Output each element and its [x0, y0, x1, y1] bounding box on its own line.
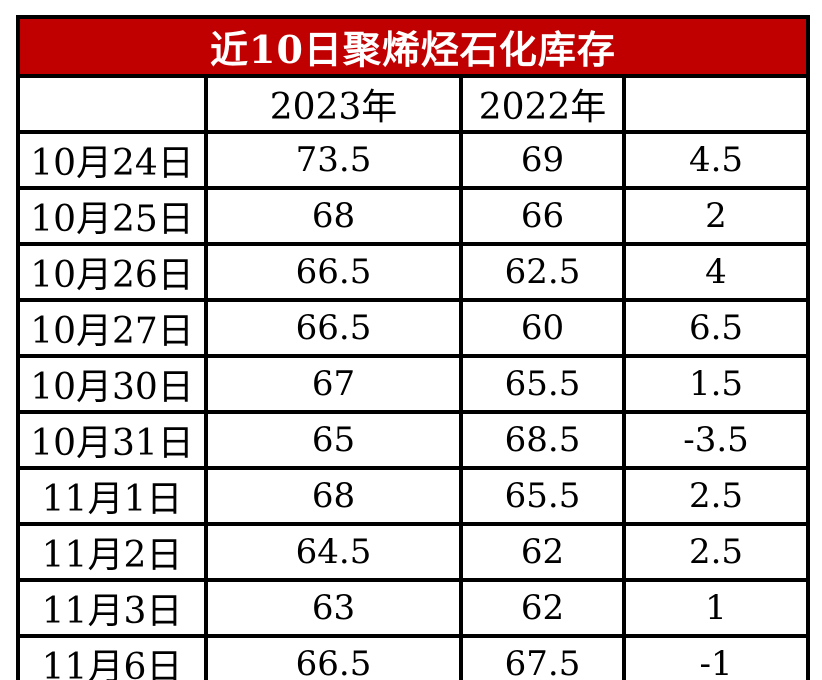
value-2023-cell: 66.5 [204, 298, 463, 358]
diff-cell: 2.5 [622, 522, 810, 582]
table-row: 10月24日 73.5 69 4.5 [16, 130, 810, 190]
date-cell: 10月26日 [16, 242, 208, 302]
table-row: 10月26日 66.5 62.5 4 [16, 242, 810, 302]
value-2023-cell: 66.5 [204, 634, 463, 680]
table-row: 11月2日 64.5 62 2.5 [16, 522, 810, 582]
header-row: 2023年 2022年 [16, 74, 810, 134]
header-diff-cell [622, 74, 810, 134]
table-row: 11月6日 66.5 67.5 -1 [16, 634, 810, 680]
value-2022-cell: 69 [459, 130, 626, 190]
value-2022-cell: 62.5 [459, 242, 626, 302]
value-2023-cell: 67 [204, 354, 463, 414]
value-2022-cell: 60 [459, 298, 626, 358]
date-cell: 11月1日 [16, 466, 208, 526]
value-2023-cell: 63 [204, 578, 463, 638]
date-cell: 11月3日 [16, 578, 208, 638]
table-row: 11月3日 63 62 1 [16, 578, 810, 638]
diff-cell: -1 [622, 634, 810, 680]
table-row: 10月27日 66.5 60 6.5 [16, 298, 810, 358]
value-2022-cell: 62 [459, 522, 626, 582]
date-cell: 11月6日 [16, 634, 208, 680]
diff-cell: 2.5 [622, 466, 810, 526]
title-row: 近10日聚烯烃石化库存 [16, 15, 810, 78]
diff-cell: 6.5 [622, 298, 810, 358]
date-cell: 11月2日 [16, 522, 208, 582]
table-row: 10月30日 67 65.5 1.5 [16, 354, 810, 414]
header-date-cell [16, 74, 208, 134]
table-row: 10月31日 65 68.5 -3.5 [16, 410, 810, 470]
diff-cell: -3.5 [622, 410, 810, 470]
value-2023-cell: 68 [204, 186, 463, 246]
value-2023-cell: 73.5 [204, 130, 463, 190]
value-2022-cell: 66 [459, 186, 626, 246]
diff-cell: 2 [622, 186, 810, 246]
diff-cell: 1 [622, 578, 810, 638]
value-2023-cell: 66.5 [204, 242, 463, 302]
table-row: 11月1日 68 65.5 2.5 [16, 466, 810, 526]
value-2022-cell: 67.5 [459, 634, 626, 680]
date-cell: 10月24日 [16, 130, 208, 190]
value-2022-cell: 65.5 [459, 466, 626, 526]
header-2022-cell: 2022年 [459, 74, 626, 134]
date-cell: 10月30日 [16, 354, 208, 414]
value-2023-cell: 64.5 [204, 522, 463, 582]
value-2022-cell: 62 [459, 578, 626, 638]
value-2023-cell: 65 [204, 410, 463, 470]
table-row: 10月25日 68 66 2 [16, 186, 810, 246]
date-cell: 10月31日 [16, 410, 208, 470]
value-2022-cell: 68.5 [459, 410, 626, 470]
diff-cell: 4.5 [622, 130, 810, 190]
date-cell: 10月27日 [16, 298, 208, 358]
inventory-table: 近10日聚烯烃石化库存 2023年 2022年 10月24日 73.5 69 4… [16, 15, 810, 680]
value-2022-cell: 65.5 [459, 354, 626, 414]
diff-cell: 1.5 [622, 354, 810, 414]
diff-cell: 4 [622, 242, 810, 302]
table-title: 近10日聚烯烃石化库存 [16, 15, 810, 78]
value-2023-cell: 68 [204, 466, 463, 526]
date-cell: 10月25日 [16, 186, 208, 246]
header-2023-cell: 2023年 [204, 74, 463, 134]
